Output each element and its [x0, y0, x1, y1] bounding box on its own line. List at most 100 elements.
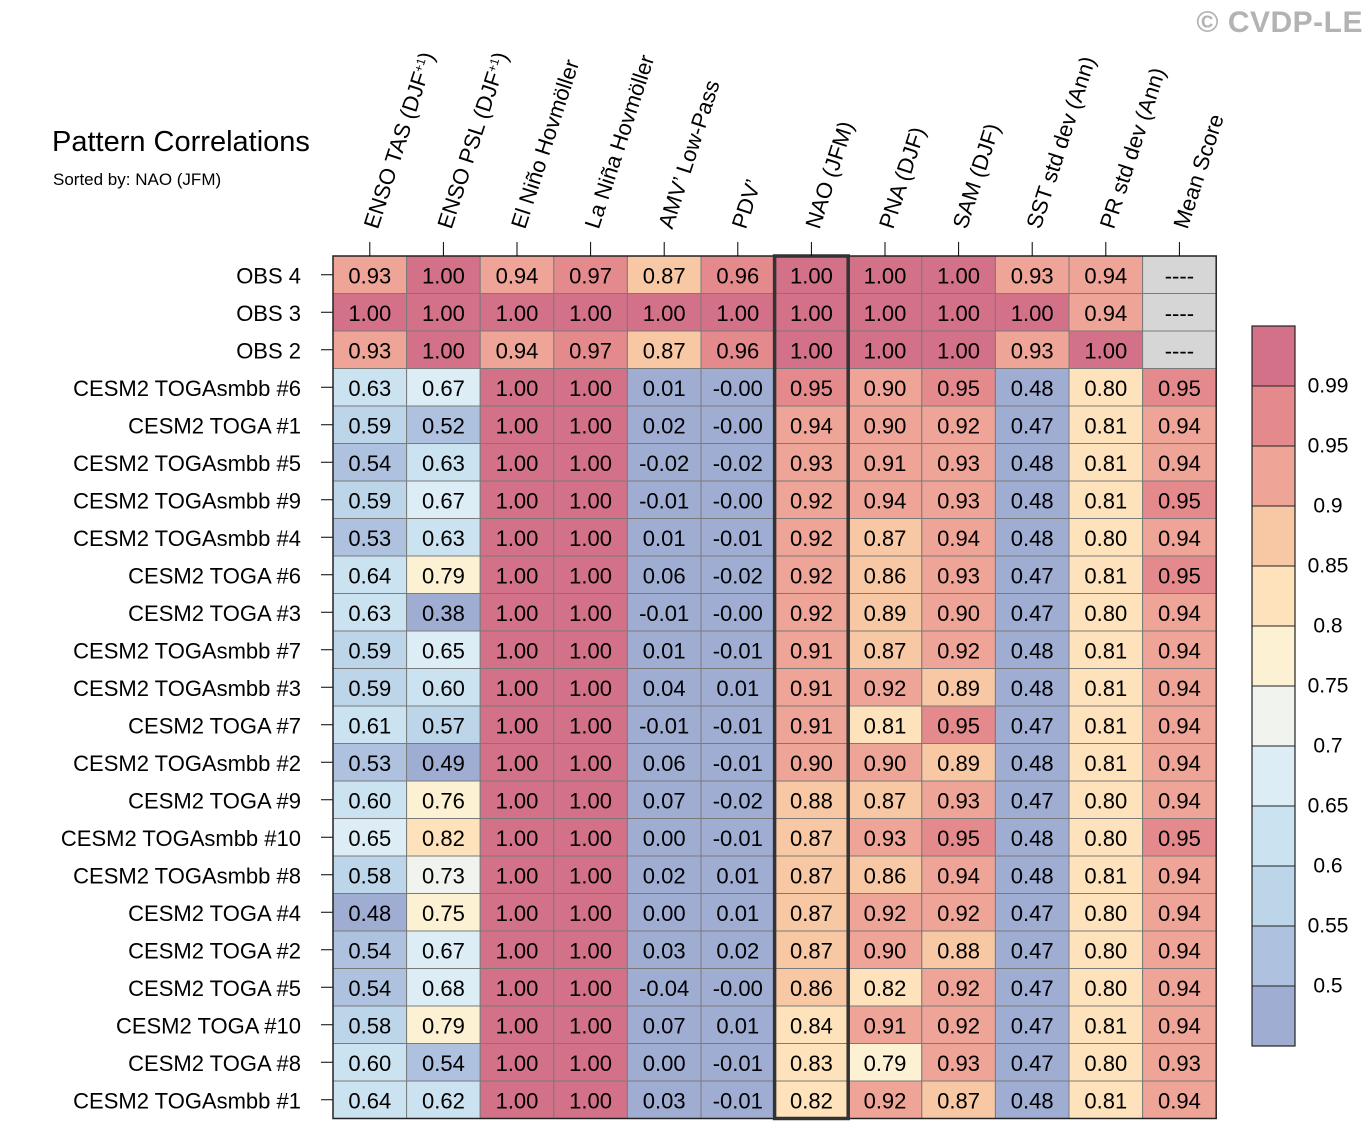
cell-value: 0.81: [1084, 863, 1127, 888]
heatmap-cell: [847, 293, 923, 332]
cell-value: 0.93: [937, 1051, 980, 1076]
cell-value: 0.53: [348, 526, 391, 551]
cell-value: 1.00: [790, 263, 833, 288]
column-label: El Niño Hovmöller: [506, 56, 584, 231]
cell-value: 1.00: [569, 488, 612, 513]
cell-value: 0.67: [422, 938, 465, 963]
cell-value: 0.89: [937, 751, 980, 776]
cell-value: 0.92: [937, 413, 980, 438]
heatmap-cell: [626, 780, 702, 819]
heatmap-cell: [626, 705, 702, 744]
cell-value: 0.92: [937, 976, 980, 1001]
row-label: CESM2 TOGAsmbb #5: [73, 451, 301, 476]
row-label: OBS 4: [236, 263, 301, 288]
heatmap-cell: [553, 930, 628, 969]
cell-value: 0.89: [864, 601, 907, 626]
heatmap-cell: [847, 368, 923, 407]
cell-value: 1.00: [790, 301, 833, 326]
cell-value: 1.00: [569, 526, 612, 551]
cell-value: 0.81: [1084, 413, 1127, 438]
cell-value: 0.48: [1011, 451, 1054, 476]
heatmap-cell: [994, 743, 1070, 782]
heatmap-cell: [553, 330, 628, 369]
heatmap-cell: [406, 518, 481, 557]
row-label: CESM2 TOGA #5: [128, 976, 301, 1001]
cell-value: 0.93: [348, 263, 391, 288]
heatmap-cell: [1142, 705, 1217, 744]
column-label: NAO (JFM): [800, 118, 858, 231]
cell-value: 1.00: [496, 451, 539, 476]
heatmap-cell: [1068, 930, 1144, 969]
cell-value: 0.91: [790, 676, 833, 701]
cell-value: 1.00: [496, 713, 539, 738]
heatmap-cell: [847, 1043, 923, 1082]
column-label: PR std dev (Ann): [1095, 65, 1171, 232]
heatmap-cell: [1142, 480, 1217, 519]
cell-value: 1.00: [864, 301, 907, 326]
cell-value: 0.54: [422, 1051, 465, 1076]
cell-value: 0.92: [790, 563, 833, 588]
cell-value: 0.81: [1084, 1013, 1127, 1038]
heatmap-cell: [1142, 930, 1217, 969]
heatmap-cell: [406, 818, 481, 857]
heatmap-cell: [332, 555, 408, 594]
cell-value: 0.79: [422, 563, 465, 588]
cell-value: 0.92: [864, 901, 907, 926]
cell-value: 0.87: [790, 826, 833, 851]
cell-value: 0.90: [937, 601, 980, 626]
heatmap-cell: [994, 1080, 1070, 1119]
cell-value: 1.00: [422, 301, 465, 326]
heatmap-cell: [406, 1043, 481, 1082]
cell-value: 0.62: [422, 1088, 465, 1113]
heatmap-cell: [921, 630, 996, 669]
cell-value: ----: [1165, 301, 1194, 326]
heatmap-cell: [994, 930, 1070, 969]
heatmap-cell: [847, 705, 923, 744]
heatmap-cell: [700, 330, 776, 369]
cell-value: 0.90: [864, 376, 907, 401]
cell-value: 0.93: [937, 488, 980, 513]
cell-value: 0.00: [643, 1051, 686, 1076]
cell-value: 0.91: [864, 451, 907, 476]
row-label: OBS 2: [236, 338, 301, 363]
cell-value: 0.54: [348, 938, 391, 963]
cell-value: 0.01: [716, 901, 759, 926]
heatmap-cell: [553, 293, 628, 332]
cell-value: 0.07: [643, 1013, 686, 1038]
heatmap-cell: [1068, 255, 1144, 294]
heatmap-cell: [921, 855, 996, 894]
heatmap-cell: [700, 368, 776, 407]
cell-value: -0.01: [639, 713, 689, 738]
cell-value: 0.49: [422, 751, 465, 776]
cell-value: 0.47: [1011, 601, 1054, 626]
cell-value: 0.00: [643, 826, 686, 851]
cell-value: 0.64: [348, 1088, 391, 1113]
heatmap-cell: [1142, 855, 1217, 894]
cell-value: 0.81: [1084, 451, 1127, 476]
heatmap-cell: [553, 555, 628, 594]
heatmap-cell: [700, 930, 776, 969]
heatmap-cell: [626, 293, 702, 332]
heatmap-cell: [994, 593, 1070, 632]
cell-value: -0.00: [713, 413, 763, 438]
heatmap-cell: [479, 330, 555, 369]
cell-value: 0.95: [937, 826, 980, 851]
cell-value: 0.94: [496, 263, 539, 288]
cell-value: 0.81: [1084, 713, 1127, 738]
heatmap-cell: [847, 780, 923, 819]
cell-value: 0.94: [1158, 976, 1201, 1001]
colorbar-box: [1252, 686, 1295, 746]
heatmap-cell: [1068, 968, 1144, 1007]
heatmap-cell: [847, 743, 923, 782]
cell-value: 1.00: [864, 263, 907, 288]
cell-value: 0.59: [348, 488, 391, 513]
cell-value: -0.01: [713, 713, 763, 738]
cell-value: 0.73: [422, 863, 465, 888]
cell-value: 0.95: [1158, 376, 1201, 401]
cell-value: 0.94: [1084, 263, 1127, 288]
cell-value: 0.80: [1084, 526, 1127, 551]
cell-value: 0.80: [1084, 938, 1127, 963]
cell-value: 1.00: [864, 338, 907, 363]
cell-value: 0.48: [1011, 638, 1054, 663]
